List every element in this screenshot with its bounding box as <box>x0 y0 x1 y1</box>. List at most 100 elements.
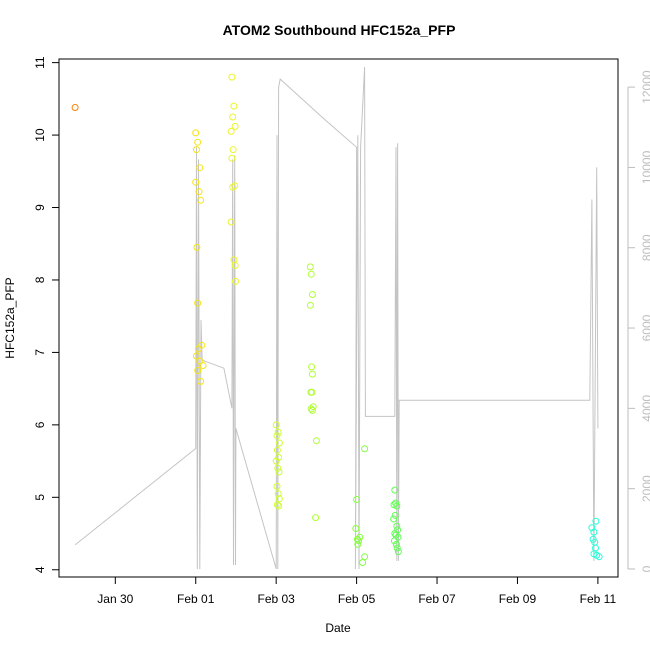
data-point <box>193 146 200 154</box>
data-point <box>227 127 235 135</box>
data-point <box>393 522 401 530</box>
data-point <box>71 104 79 111</box>
y-tick-label: 5 <box>33 494 47 501</box>
data-point <box>273 446 281 454</box>
x-tick-label: Feb 03 <box>257 592 295 606</box>
data-point <box>197 377 205 385</box>
data-point <box>272 457 280 465</box>
data-point <box>196 164 204 172</box>
data-point <box>308 388 316 396</box>
y-tick-label: 4 <box>33 566 47 573</box>
x-tick-label: Jan 30 <box>97 592 133 606</box>
data-point <box>274 464 282 472</box>
data-point <box>274 428 282 436</box>
data-point <box>194 138 202 146</box>
plot-area <box>58 58 619 578</box>
y-tick-label: 7 <box>33 349 47 356</box>
data-point <box>308 363 316 371</box>
data-point <box>231 262 239 269</box>
altitude-line <box>74 66 599 570</box>
data-point <box>394 548 402 556</box>
y2-tick-label: 4000 <box>640 395 650 422</box>
y2-tick-label: 0 <box>640 565 650 572</box>
data-point <box>390 537 398 545</box>
data-point <box>393 544 401 552</box>
data-point <box>272 421 280 429</box>
data-point <box>393 502 401 510</box>
y-tick-label: 6 <box>33 421 47 428</box>
data-point <box>306 263 314 271</box>
data-point <box>275 439 283 447</box>
data-point <box>353 496 361 503</box>
plot-frame <box>58 58 619 578</box>
data-point <box>359 559 367 566</box>
data-point <box>595 553 603 561</box>
y-axis: 4 5 6 7 8 9 10 11 <box>33 56 59 573</box>
data-point <box>275 468 283 476</box>
data-point <box>274 490 282 498</box>
data-point <box>355 537 363 545</box>
data-point <box>592 517 600 525</box>
data-point <box>309 403 317 411</box>
data-point <box>308 291 316 298</box>
data-point <box>199 362 207 369</box>
data-point <box>232 277 239 285</box>
data-point <box>352 525 360 532</box>
data-point <box>308 406 316 414</box>
data-point <box>361 553 369 561</box>
data-point <box>391 511 399 519</box>
data-point <box>195 345 202 353</box>
data-point <box>394 533 402 541</box>
data-point <box>392 540 400 548</box>
data-point <box>231 182 239 190</box>
data-point <box>391 486 399 494</box>
data-point <box>306 301 314 309</box>
y-tick-label: 9 <box>33 204 47 211</box>
x-tick-label: Feb 01 <box>177 592 215 606</box>
y2-tick-label: 8000 <box>640 234 650 261</box>
x-axis-label: Date <box>325 621 351 635</box>
data-point <box>361 445 369 453</box>
y-tick-label: 11 <box>33 56 47 69</box>
data-point <box>227 218 235 226</box>
y-tick-label: 8 <box>33 276 47 283</box>
x-tick-label: Feb 07 <box>418 592 456 606</box>
data-point <box>354 540 362 548</box>
chart-title: ATOM2 Southbound HFC152a_PFP <box>223 22 456 38</box>
data-point <box>273 482 281 490</box>
data-point <box>356 533 364 541</box>
y2-tick-label: 10000 <box>640 150 650 184</box>
data-point <box>390 515 398 523</box>
data-point <box>195 188 203 196</box>
x-tick-label: Feb 09 <box>499 592 537 606</box>
data-points-layer <box>71 73 603 566</box>
data-point <box>312 514 320 522</box>
y-tick-label: 10 <box>33 128 47 142</box>
x-tick-label: Feb 11 <box>580 592 617 606</box>
data-point <box>231 122 239 130</box>
y2-tick-label: 6000 <box>640 314 650 341</box>
data-point <box>308 370 316 378</box>
data-point <box>194 367 202 374</box>
data-point <box>275 454 283 461</box>
data-point <box>193 243 201 251</box>
data-point <box>273 432 281 440</box>
data-point <box>229 113 237 121</box>
data-point <box>228 154 236 162</box>
data-point <box>307 270 315 278</box>
y-axis-label: HFC152a_PFP <box>3 277 17 358</box>
data-point <box>273 501 281 509</box>
data-point <box>307 405 315 413</box>
data-point <box>194 299 202 307</box>
y2-tick-label: 12000 <box>640 70 650 104</box>
data-point <box>193 352 200 360</box>
x-tick-label: Feb 05 <box>338 592 376 606</box>
data-point <box>275 502 283 510</box>
data-point <box>229 146 237 154</box>
data-point <box>192 178 200 186</box>
data-point <box>590 528 598 536</box>
data-point <box>312 437 320 445</box>
secondary-y-axis: 0 2000 4000 6000 8000 10000 12000 <box>627 70 650 572</box>
data-point <box>230 102 238 110</box>
